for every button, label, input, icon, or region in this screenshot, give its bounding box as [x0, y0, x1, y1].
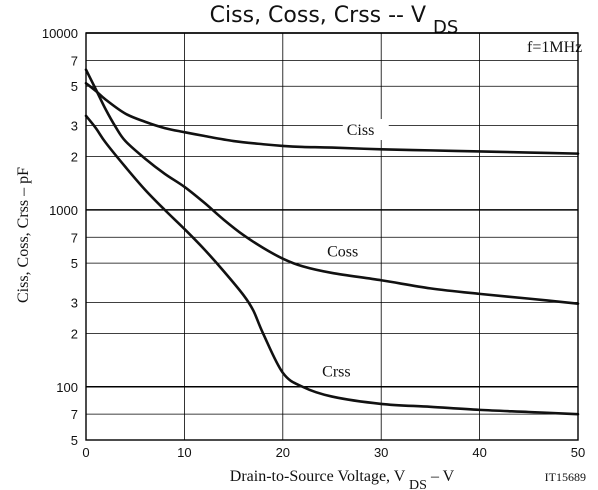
y-tick-label: 3	[71, 295, 78, 310]
x-tick-label: 0	[82, 445, 89, 460]
x-axis-label: Drain-to-Source Voltage, V DS – V	[230, 468, 455, 490]
y-tick-label: 5	[71, 433, 78, 448]
condition-label: f=1MHz	[527, 39, 582, 56]
y-tick-label: 10000	[42, 26, 78, 41]
y-tick-label: 1000	[49, 203, 78, 218]
label-layer: Ciss Coss Crss	[318, 119, 389, 382]
chart-title-main: Ciss, Coss, Crss -- V	[210, 3, 426, 28]
chart-title: Ciss, Coss, Crss -- V DS	[210, 3, 459, 38]
curve-label-background	[318, 360, 365, 382]
y-tick-label: 7	[71, 53, 78, 68]
y-tick-label: 2	[71, 327, 78, 342]
y-tick-label: 7	[71, 230, 78, 245]
series-line-coss	[84, 68, 580, 305]
x-tick-label: 30	[374, 445, 388, 460]
x-tick-label: 10	[177, 445, 191, 460]
y-tick-label: 7	[71, 407, 78, 422]
y-tick-label: 3	[71, 118, 78, 133]
series-line-ciss	[84, 81, 580, 155]
curve-label-background	[323, 240, 370, 262]
curve-label-ciss: Ciss	[347, 122, 375, 139]
x-tick-label: 50	[571, 445, 585, 460]
y-tick-label: 5	[71, 256, 78, 271]
x-axis-label-unit: – V	[430, 468, 455, 485]
x-axis-label-subscript: DS	[409, 478, 427, 490]
curve-layer	[84, 68, 580, 416]
y-tick-label: 5	[71, 79, 78, 94]
x-axis-label-main: Drain-to-Source Voltage, V	[230, 468, 406, 485]
y-tick-label: 100	[56, 380, 78, 395]
chart-title-subscript: DS	[433, 17, 458, 38]
curve-label-background	[342, 119, 389, 141]
series-line-crss	[84, 114, 580, 416]
figure-id: IT15689	[545, 470, 586, 484]
x-tick-label: 40	[472, 445, 486, 460]
y-axis-label: Ciss, Coss, Crss – pF	[15, 167, 32, 303]
plot-frame	[85, 32, 579, 441]
y-tick-label: 2	[71, 150, 78, 165]
curve-label-crss: Crss	[322, 364, 350, 381]
curve-label-coss: Coss	[327, 244, 358, 261]
x-tick-label: 20	[276, 445, 290, 460]
